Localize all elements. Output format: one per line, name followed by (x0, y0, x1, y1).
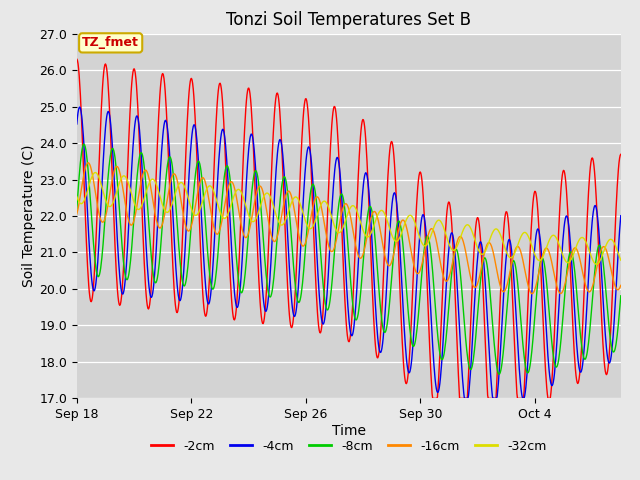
Legend: -2cm, -4cm, -8cm, -16cm, -32cm: -2cm, -4cm, -8cm, -16cm, -32cm (146, 435, 552, 458)
-4cm (461, 396, 468, 401)
-8cm (495, 372, 503, 377)
-8cm (73, 206, 81, 212)
-8cm (327, 293, 335, 299)
-4cm (396, 234, 403, 240)
Text: TZ_fmet: TZ_fmet (82, 36, 139, 49)
-2cm (395, 253, 403, 259)
-32cm (327, 211, 335, 216)
-4cm (327, 230, 335, 236)
-16cm (416, 267, 424, 273)
-8cm (189, 195, 197, 201)
X-axis label: Time: Time (332, 424, 366, 438)
-2cm (527, 226, 535, 231)
-32cm (617, 257, 625, 263)
Title: Tonzi Soil Temperatures Set B: Tonzi Soil Temperatures Set B (227, 11, 471, 29)
-32cm (92, 169, 99, 175)
-4cm (264, 300, 272, 305)
Line: -4cm: -4cm (77, 107, 621, 398)
-4cm (189, 123, 197, 129)
Y-axis label: Soil Temperature (C): Soil Temperature (C) (22, 145, 36, 287)
-32cm (593, 262, 600, 267)
Line: -16cm: -16cm (77, 163, 621, 294)
Line: -32cm: -32cm (77, 172, 621, 264)
-8cm (416, 291, 424, 297)
-16cm (528, 291, 536, 297)
-16cm (189, 215, 197, 221)
-16cm (327, 248, 335, 253)
-4cm (73, 121, 81, 127)
-16cm (84, 160, 92, 166)
Line: -2cm: -2cm (77, 59, 621, 398)
-2cm (429, 396, 436, 401)
-32cm (264, 191, 272, 196)
-4cm (76, 104, 84, 110)
-16cm (617, 283, 625, 288)
-2cm (264, 272, 271, 277)
-2cm (189, 81, 196, 86)
-4cm (528, 289, 536, 295)
-2cm (73, 56, 81, 62)
-2cm (416, 170, 424, 176)
-8cm (396, 218, 403, 224)
-2cm (326, 154, 334, 159)
-16cm (396, 225, 403, 230)
-32cm (527, 241, 535, 247)
-8cm (264, 287, 272, 293)
-4cm (617, 213, 625, 218)
-32cm (73, 193, 81, 199)
-16cm (527, 290, 535, 296)
-8cm (617, 293, 625, 299)
-4cm (416, 228, 424, 234)
-8cm (528, 348, 536, 354)
-32cm (189, 210, 197, 216)
-16cm (264, 215, 272, 221)
Line: -8cm: -8cm (77, 144, 621, 374)
-32cm (416, 236, 424, 242)
-8cm (80, 141, 88, 147)
-32cm (396, 236, 403, 241)
-2cm (617, 152, 625, 157)
-16cm (73, 211, 81, 217)
